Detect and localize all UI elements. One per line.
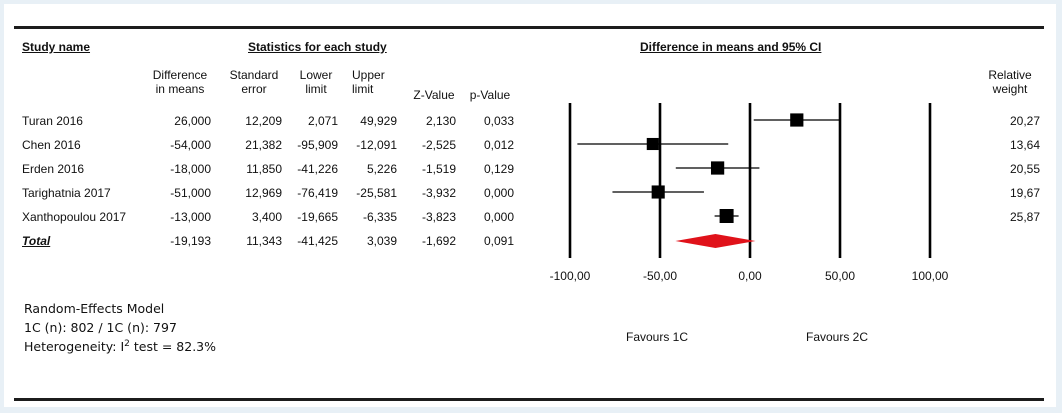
cell-upper-limit: 5,226 bbox=[366, 162, 397, 176]
cell-upper-limit: -12,091 bbox=[356, 138, 397, 152]
cell-relative-weight: 25,87 bbox=[1009, 210, 1040, 224]
cell-p-value: 0,000 bbox=[483, 186, 514, 200]
col-header-standard-error: Standard error bbox=[229, 68, 279, 96]
cell-standard-error: 3,400 bbox=[251, 210, 282, 224]
cell-standard-error: 12,969 bbox=[245, 186, 282, 200]
heterogeneity-note: Heterogeneity: I2 test = 82.3% bbox=[24, 339, 216, 354]
col-header-lower-limit: Lower limit bbox=[299, 68, 333, 96]
cell-standard-error: 11,343 bbox=[246, 234, 282, 248]
sample-note: 1C (n): 802 / 1C (n): 797 bbox=[24, 320, 177, 335]
cell-z-value: -1,519 bbox=[421, 162, 456, 176]
cell-lower-limit: 2,071 bbox=[307, 114, 338, 128]
cell-z-value: -3,823 bbox=[421, 210, 456, 224]
cell-z-value: -2,525 bbox=[421, 138, 456, 152]
point-estimate-square bbox=[646, 137, 659, 151]
cell-upper-limit: 49,929 bbox=[360, 114, 397, 128]
study-name: Xanthopoulou 2017 bbox=[22, 210, 127, 224]
study-name: Turan 2016 bbox=[22, 114, 83, 128]
cell-relative-weight: 20,55 bbox=[1009, 162, 1040, 176]
cell-relative-weight: 13,64 bbox=[1009, 138, 1040, 152]
cell-p-value: 0,000 bbox=[483, 210, 514, 224]
cell-upper-limit: 3,039 bbox=[366, 234, 397, 248]
cell-difference: -13,000 bbox=[170, 210, 211, 224]
cell-lower-limit: -41,425 bbox=[297, 234, 338, 248]
point-estimate-square bbox=[790, 113, 804, 127]
col-header-difference: Difference in means bbox=[152, 68, 208, 96]
study-name: Chen 2016 bbox=[22, 138, 81, 152]
favours-left-label: Favours 1C bbox=[626, 330, 689, 344]
cell-lower-limit: -76,419 bbox=[297, 186, 338, 200]
cell-standard-error: 12,209 bbox=[245, 114, 282, 128]
cell-p-value: 0,129 bbox=[483, 162, 514, 176]
cell-standard-error: 11,850 bbox=[246, 162, 282, 176]
cell-p-value: 0,033 bbox=[483, 114, 514, 128]
heterogeneity-superscript: 2 bbox=[124, 339, 130, 349]
col-header-relative-weight: Relative weight bbox=[988, 68, 1032, 96]
cell-z-value: -3,932 bbox=[421, 186, 456, 200]
total-label: Total bbox=[22, 234, 51, 248]
favours-right-label: Favours 2C bbox=[806, 330, 869, 344]
cell-p-value: 0,012 bbox=[483, 138, 514, 152]
x-tick-label: 0,00 bbox=[738, 269, 762, 283]
x-tick-label: -50,00 bbox=[643, 269, 677, 283]
top-rule bbox=[14, 26, 1044, 29]
heterogeneity-prefix: Heterogeneity: I bbox=[24, 339, 125, 355]
col-header-upper-limit: Upper limit bbox=[352, 68, 385, 96]
point-estimate-square bbox=[719, 209, 734, 223]
col-header-p-value: p-Value bbox=[469, 88, 511, 102]
cell-lower-limit: -19,665 bbox=[297, 210, 338, 224]
figure-frame bbox=[4, 4, 1056, 407]
x-tick-label: -100,00 bbox=[550, 269, 591, 283]
forest-header: Difference in means and 95% CI bbox=[640, 40, 822, 54]
col-header-z-value: Z-Value bbox=[413, 88, 455, 102]
cell-z-value: 2,130 bbox=[425, 114, 456, 128]
cell-difference: -51,000 bbox=[170, 186, 211, 200]
cell-lower-limit: -95,909 bbox=[297, 138, 338, 152]
cell-difference: 26,000 bbox=[174, 114, 211, 128]
cell-upper-limit: -6,335 bbox=[362, 210, 397, 224]
study-name: Tarighatnia 2017 bbox=[22, 186, 111, 200]
statistics-header: Statistics for each study bbox=[248, 40, 387, 54]
point-estimate-square bbox=[651, 185, 665, 199]
heterogeneity-suffix: test = 82.3% bbox=[129, 339, 217, 355]
point-estimate-square bbox=[710, 161, 725, 175]
cell-difference: -19,193 bbox=[170, 234, 211, 248]
bottom-rule bbox=[14, 398, 1044, 401]
cell-lower-limit: -41,226 bbox=[297, 162, 338, 176]
summary-diamond bbox=[675, 234, 756, 248]
cell-difference: -54,000 bbox=[170, 138, 211, 152]
cell-upper-limit: -25,581 bbox=[356, 186, 397, 200]
study-name-header: Study name bbox=[22, 40, 91, 54]
x-tick-label: 100,00 bbox=[912, 269, 949, 283]
cell-z-value: -1,692 bbox=[421, 234, 456, 248]
cell-difference: -18,000 bbox=[170, 162, 211, 176]
x-tick-label: 50,00 bbox=[825, 269, 855, 283]
cell-standard-error: 21,382 bbox=[245, 138, 282, 152]
model-note: Random-Effects Model bbox=[24, 301, 165, 316]
study-name: Erden 2016 bbox=[22, 162, 85, 176]
cell-relative-weight: 20,27 bbox=[1009, 114, 1040, 128]
cell-p-value: 0,091 bbox=[483, 234, 514, 248]
cell-relative-weight: 19,67 bbox=[1009, 186, 1040, 200]
